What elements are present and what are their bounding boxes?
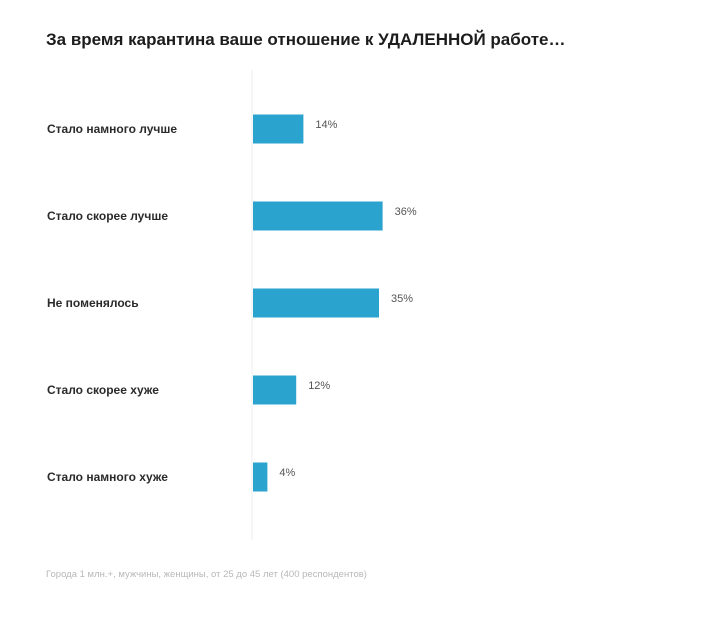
bar <box>253 201 383 231</box>
category-label: Стало скорее лучше <box>47 209 168 223</box>
bar <box>253 114 304 144</box>
category-label: Стало скорее хуже <box>47 383 159 397</box>
chart-title: За время карантина ваше отношение к УДАЛ… <box>46 30 566 49</box>
category-label: Стало намного хуже <box>47 470 168 484</box>
category-label: Не поменялось <box>47 296 139 310</box>
value-label: 14% <box>315 119 337 131</box>
bar <box>253 375 297 405</box>
value-label: 36% <box>395 206 417 218</box>
bar <box>253 288 379 318</box>
chart-footnote: Города 1 млн.+, мужчины, женщины, от 25 … <box>46 569 367 580</box>
value-label: 35% <box>391 293 413 305</box>
category-label: Стало намного лучше <box>47 122 177 136</box>
value-label: 12% <box>308 380 330 392</box>
bar <box>253 462 268 492</box>
value-label: 4% <box>279 467 295 479</box>
